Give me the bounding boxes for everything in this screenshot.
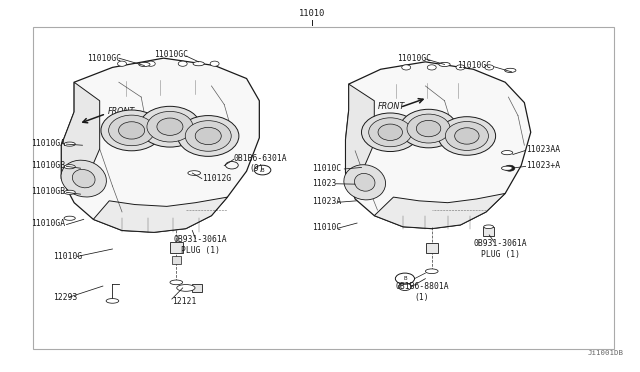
Ellipse shape [400, 109, 458, 148]
Ellipse shape [170, 280, 182, 285]
Text: 12293: 12293 [53, 293, 77, 302]
Polygon shape [346, 62, 531, 229]
Polygon shape [61, 58, 259, 232]
Circle shape [210, 61, 219, 66]
Ellipse shape [101, 110, 163, 151]
Text: 11010GB: 11010GB [31, 187, 65, 196]
Ellipse shape [378, 124, 403, 141]
Ellipse shape [355, 173, 375, 191]
Text: FRONT: FRONT [378, 102, 404, 111]
Ellipse shape [362, 113, 419, 151]
Text: FRONT: FRONT [108, 108, 135, 116]
Text: 11010GA: 11010GA [31, 139, 65, 148]
Ellipse shape [139, 62, 150, 67]
Text: (1): (1) [415, 294, 429, 302]
Ellipse shape [61, 160, 106, 197]
Ellipse shape [502, 166, 513, 170]
Ellipse shape [64, 216, 76, 220]
Circle shape [254, 165, 271, 175]
Text: 11023AA: 11023AA [525, 145, 560, 154]
Text: 11010: 11010 [300, 9, 326, 18]
Circle shape [402, 65, 411, 70]
Text: 0B1B6-8801A: 0B1B6-8801A [396, 282, 449, 291]
Circle shape [396, 273, 415, 284]
Text: 0B931-3061A: 0B931-3061A [173, 235, 227, 244]
Text: Ji1001DB: Ji1001DB [588, 350, 623, 356]
Text: 12121: 12121 [172, 297, 196, 306]
Text: 0B1B6-6301A: 0B1B6-6301A [234, 154, 287, 163]
Ellipse shape [344, 165, 385, 200]
Circle shape [504, 165, 515, 171]
Text: 11010GC: 11010GC [87, 54, 121, 62]
Text: (9): (9) [250, 164, 264, 173]
Bar [192, 284, 202, 292]
Ellipse shape [188, 171, 200, 175]
Polygon shape [93, 197, 227, 232]
Circle shape [428, 65, 436, 70]
Polygon shape [346, 84, 374, 173]
Ellipse shape [64, 165, 76, 169]
Ellipse shape [140, 106, 200, 147]
Circle shape [118, 61, 127, 66]
Polygon shape [374, 193, 505, 229]
Ellipse shape [147, 112, 193, 142]
Text: 11023A: 11023A [312, 197, 342, 206]
Text: 11023+A: 11023+A [525, 161, 560, 170]
Ellipse shape [185, 121, 231, 151]
Ellipse shape [177, 285, 195, 291]
Text: 11023: 11023 [312, 179, 337, 187]
Ellipse shape [118, 122, 145, 139]
Bar [33, 27, 614, 349]
Ellipse shape [438, 117, 495, 155]
Ellipse shape [106, 299, 119, 303]
Text: 11010C: 11010C [312, 223, 342, 232]
Ellipse shape [445, 122, 488, 150]
Ellipse shape [505, 68, 516, 73]
Text: 0B931-3061A: 0B931-3061A [473, 239, 527, 248]
Circle shape [147, 61, 156, 66]
Text: 11010GC: 11010GC [397, 54, 431, 62]
Ellipse shape [177, 116, 239, 156]
Ellipse shape [157, 118, 183, 135]
Ellipse shape [439, 62, 450, 67]
Text: 11010GA: 11010GA [31, 219, 65, 228]
Ellipse shape [407, 114, 450, 143]
Ellipse shape [195, 127, 221, 145]
Ellipse shape [72, 169, 95, 188]
Polygon shape [61, 82, 100, 179]
Ellipse shape [64, 190, 76, 195]
Text: 11010GC: 11010GC [458, 61, 492, 70]
Ellipse shape [502, 151, 513, 155]
Circle shape [484, 65, 493, 70]
Bar [483, 227, 494, 236]
Ellipse shape [64, 142, 76, 146]
Text: 11010GB: 11010GB [31, 161, 65, 170]
Ellipse shape [109, 115, 155, 146]
Ellipse shape [426, 269, 438, 273]
Ellipse shape [369, 118, 412, 147]
Ellipse shape [454, 128, 479, 144]
Circle shape [456, 65, 465, 70]
Text: 11010C: 11010C [312, 164, 342, 173]
Text: PLUG (1): PLUG (1) [180, 246, 220, 255]
Text: 11012G: 11012G [202, 174, 231, 183]
Text: B: B [403, 276, 407, 281]
Ellipse shape [193, 62, 204, 66]
Text: B: B [260, 167, 264, 173]
Ellipse shape [417, 121, 441, 137]
Text: PLUG (1): PLUG (1) [481, 250, 520, 259]
Bar [426, 243, 438, 253]
Text: 11010G: 11010G [53, 252, 83, 261]
Circle shape [178, 61, 187, 66]
Bar [172, 256, 180, 264]
Text: 11010GC: 11010GC [154, 50, 188, 59]
Ellipse shape [484, 225, 493, 228]
Bar [170, 242, 182, 253]
